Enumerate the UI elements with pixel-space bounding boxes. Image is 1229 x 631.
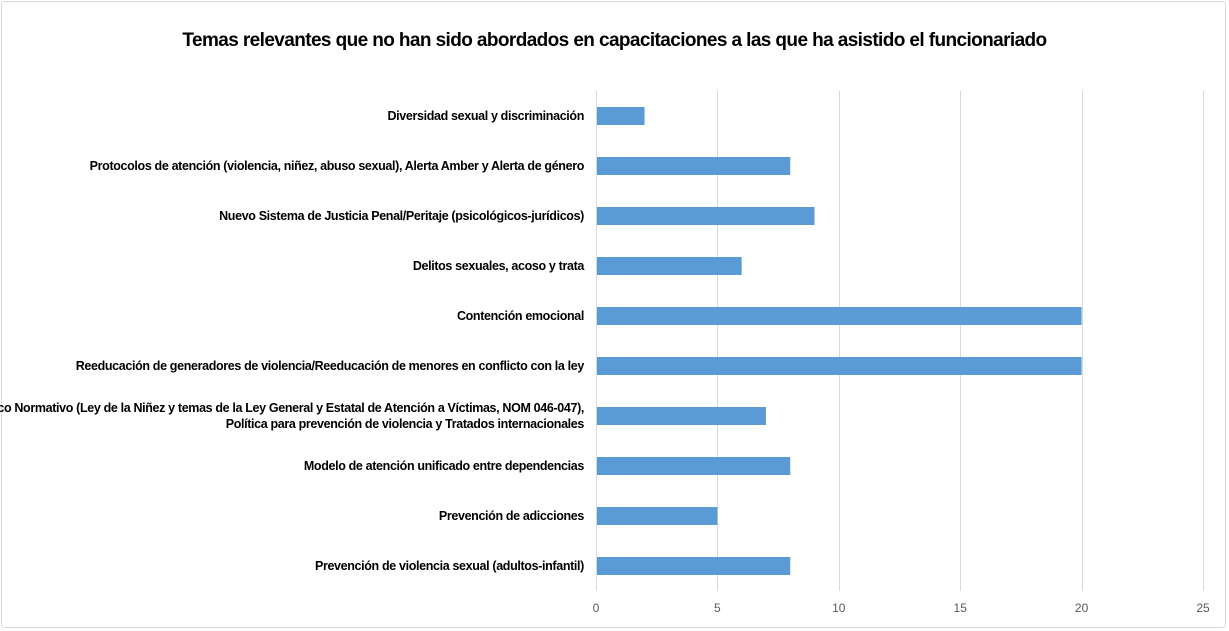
category-label-6-line-1: Política para prevención de violencia y … [226, 417, 585, 431]
category-label-8: Prevención de adicciones [439, 509, 585, 523]
category-label-4-line-0: Contención emocional [457, 309, 584, 323]
bar-7 [596, 457, 791, 475]
category-label-6-line-0: Marco Normativo (Ley de la Niñez y temas… [0, 401, 584, 415]
x-tick-label-2: 10 [832, 601, 846, 615]
category-label-9: Prevención de violencia sexual (adultos-… [315, 559, 584, 573]
category-label-2: Nuevo Sistema de Justicia Penal/Peritaje… [219, 209, 584, 223]
category-label-7-line-0: Modelo de atención unificado entre depen… [304, 459, 585, 473]
category-label-1-line-0: Protocolos de atención (violencia, niñez… [90, 159, 585, 173]
category-label-0-line-0: Diversidad sexual y discriminación [387, 109, 584, 123]
x-tick-label-3: 15 [954, 601, 968, 615]
bar-3 [596, 257, 742, 275]
category-label-7: Modelo de atención unificado entre depen… [304, 459, 585, 473]
category-label-5-line-0: Reeducación de generadores de violencia/… [76, 359, 585, 373]
bar-1 [596, 157, 791, 175]
chart-title: Temas relevantes que no han sido abordad… [182, 30, 1047, 51]
x-tick-label-5: 25 [1196, 601, 1210, 615]
bar-6 [596, 407, 766, 425]
bar-2 [596, 207, 815, 225]
bar-9 [596, 557, 791, 575]
category-label-4: Contención emocional [457, 309, 584, 323]
bar-5 [596, 357, 1082, 375]
category-label-0: Diversidad sexual y discriminación [387, 109, 584, 123]
category-label-1: Protocolos de atención (violencia, niñez… [90, 159, 585, 173]
x-tick-label-4: 20 [1075, 601, 1089, 615]
bar-0 [596, 107, 645, 125]
category-label-3: Delitos sexuales, acoso y trata [413, 259, 586, 273]
bar-8 [596, 507, 718, 525]
bar-4 [596, 307, 1082, 325]
category-label-2-line-0: Nuevo Sistema de Justicia Penal/Peritaje… [219, 209, 584, 223]
category-label-8-line-0: Prevención de adicciones [439, 509, 585, 523]
category-label-9-line-0: Prevención de violencia sexual (adultos-… [315, 559, 584, 573]
category-label-6: Marco Normativo (Ley de la Niñez y temas… [0, 401, 584, 431]
x-tick-label-1: 5 [714, 601, 721, 615]
x-tick-label-0: 0 [593, 601, 600, 615]
category-label-5: Reeducación de generadores de violencia/… [76, 359, 585, 373]
category-label-3-line-0: Delitos sexuales, acoso y trata [413, 259, 586, 273]
